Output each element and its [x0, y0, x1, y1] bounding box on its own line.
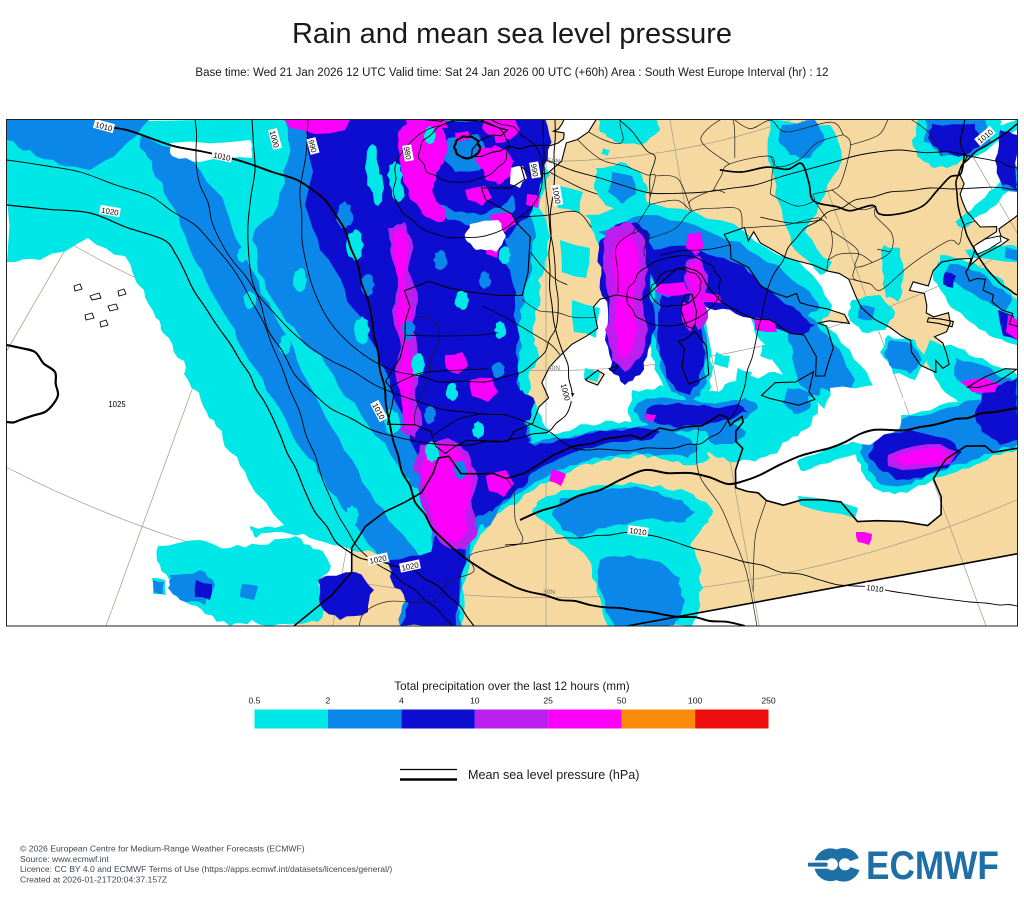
svg-text:50N: 50N — [548, 158, 560, 165]
svg-text:980: 980 — [402, 146, 413, 161]
svg-text:© 2026 European Centre for Med: © 2026 European Centre for Medium-Range … — [20, 844, 305, 854]
svg-text:Mean sea level pressure (hPa): Mean sea level pressure (hPa) — [468, 768, 640, 782]
svg-text:990: 990 — [529, 163, 540, 178]
svg-text:40N: 40N — [548, 365, 560, 372]
svg-text:4: 4 — [399, 696, 404, 706]
svg-text:2: 2 — [326, 696, 331, 706]
svg-text:Licence: CC BY 4.0 and ECMWF T: Licence: CC BY 4.0 and ECMWF Terms of Us… — [20, 864, 392, 874]
svg-text:Source: www.ecmwf.int: Source: www.ecmwf.int — [20, 854, 109, 864]
svg-text:10: 10 — [470, 696, 480, 706]
svg-text:1010: 1010 — [94, 120, 114, 133]
svg-text:Base time: Wed 21 Jan 2026 12: Base time: Wed 21 Jan 2026 12 UTC Valid … — [195, 67, 828, 79]
svg-text:0.5: 0.5 — [249, 696, 261, 706]
svg-text:1000: 1000 — [268, 130, 281, 150]
svg-text:30N: 30N — [543, 589, 555, 596]
svg-text:250: 250 — [761, 696, 776, 706]
svg-text:1025: 1025 — [108, 400, 126, 409]
svg-text:50: 50 — [617, 696, 627, 706]
svg-text:1010: 1010 — [212, 150, 231, 163]
svg-text:1010: 1010 — [629, 526, 648, 537]
svg-text:1020: 1020 — [369, 553, 388, 566]
svg-text:1000: 1000 — [559, 383, 572, 403]
svg-text:ECMWF: ECMWF — [866, 843, 999, 888]
svg-text:25: 25 — [543, 696, 553, 706]
svg-text:Rain and mean sea level pressu: Rain and mean sea level pressure — [292, 18, 732, 50]
svg-text:Total precipitation over the l: Total precipitation over the last 12 hou… — [394, 680, 629, 693]
svg-text:1020: 1020 — [401, 560, 420, 573]
svg-text:990: 990 — [306, 139, 318, 155]
svg-text:1010: 1010 — [866, 583, 885, 594]
svg-text:1000: 1000 — [550, 186, 562, 205]
svg-text:1020: 1020 — [101, 206, 120, 218]
svg-text:Created at 2026-01-21T20:04:37: Created at 2026-01-21T20:04:37.157Z — [20, 874, 167, 884]
svg-text:100: 100 — [688, 696, 703, 706]
